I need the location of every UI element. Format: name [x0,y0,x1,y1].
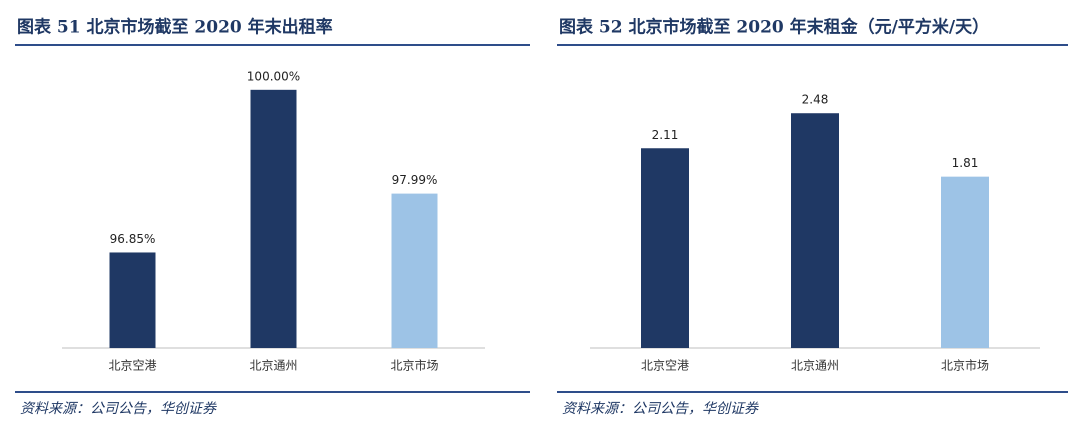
chart-title: 图表 52 北京市场截至 2020 年末租金（元/平方米/天） [559,17,989,38]
source: 资料来源：公司公告，华创证券 [20,401,217,417]
data-label: 100.00% [247,69,300,83]
source: 资料来源：公司公告，华创证券 [562,401,759,417]
bar [791,113,839,348]
bar [941,176,989,348]
data-label: 2.48 [802,93,829,107]
x-tick-label: 北京通州 [791,359,839,373]
x-tick-label: 北京空港 [641,359,689,373]
bar [641,148,689,348]
x-tick-label: 北京市场 [941,358,989,373]
data-label: 97.99% [392,173,438,187]
bar [109,252,156,348]
x-tick-label: 北京市场 [390,358,438,373]
x-tick-label: 北京通州 [249,359,297,373]
x-tick-label: 北京空港 [108,359,156,373]
bar [250,89,297,349]
data-label: 96.85% [110,232,156,246]
data-label: 1.81 [952,156,979,170]
data-label: 2.11 [652,128,679,142]
chart-title: 图表 51 北京市场截至 2020 年末出租率 [17,17,333,38]
bar [391,193,438,348]
